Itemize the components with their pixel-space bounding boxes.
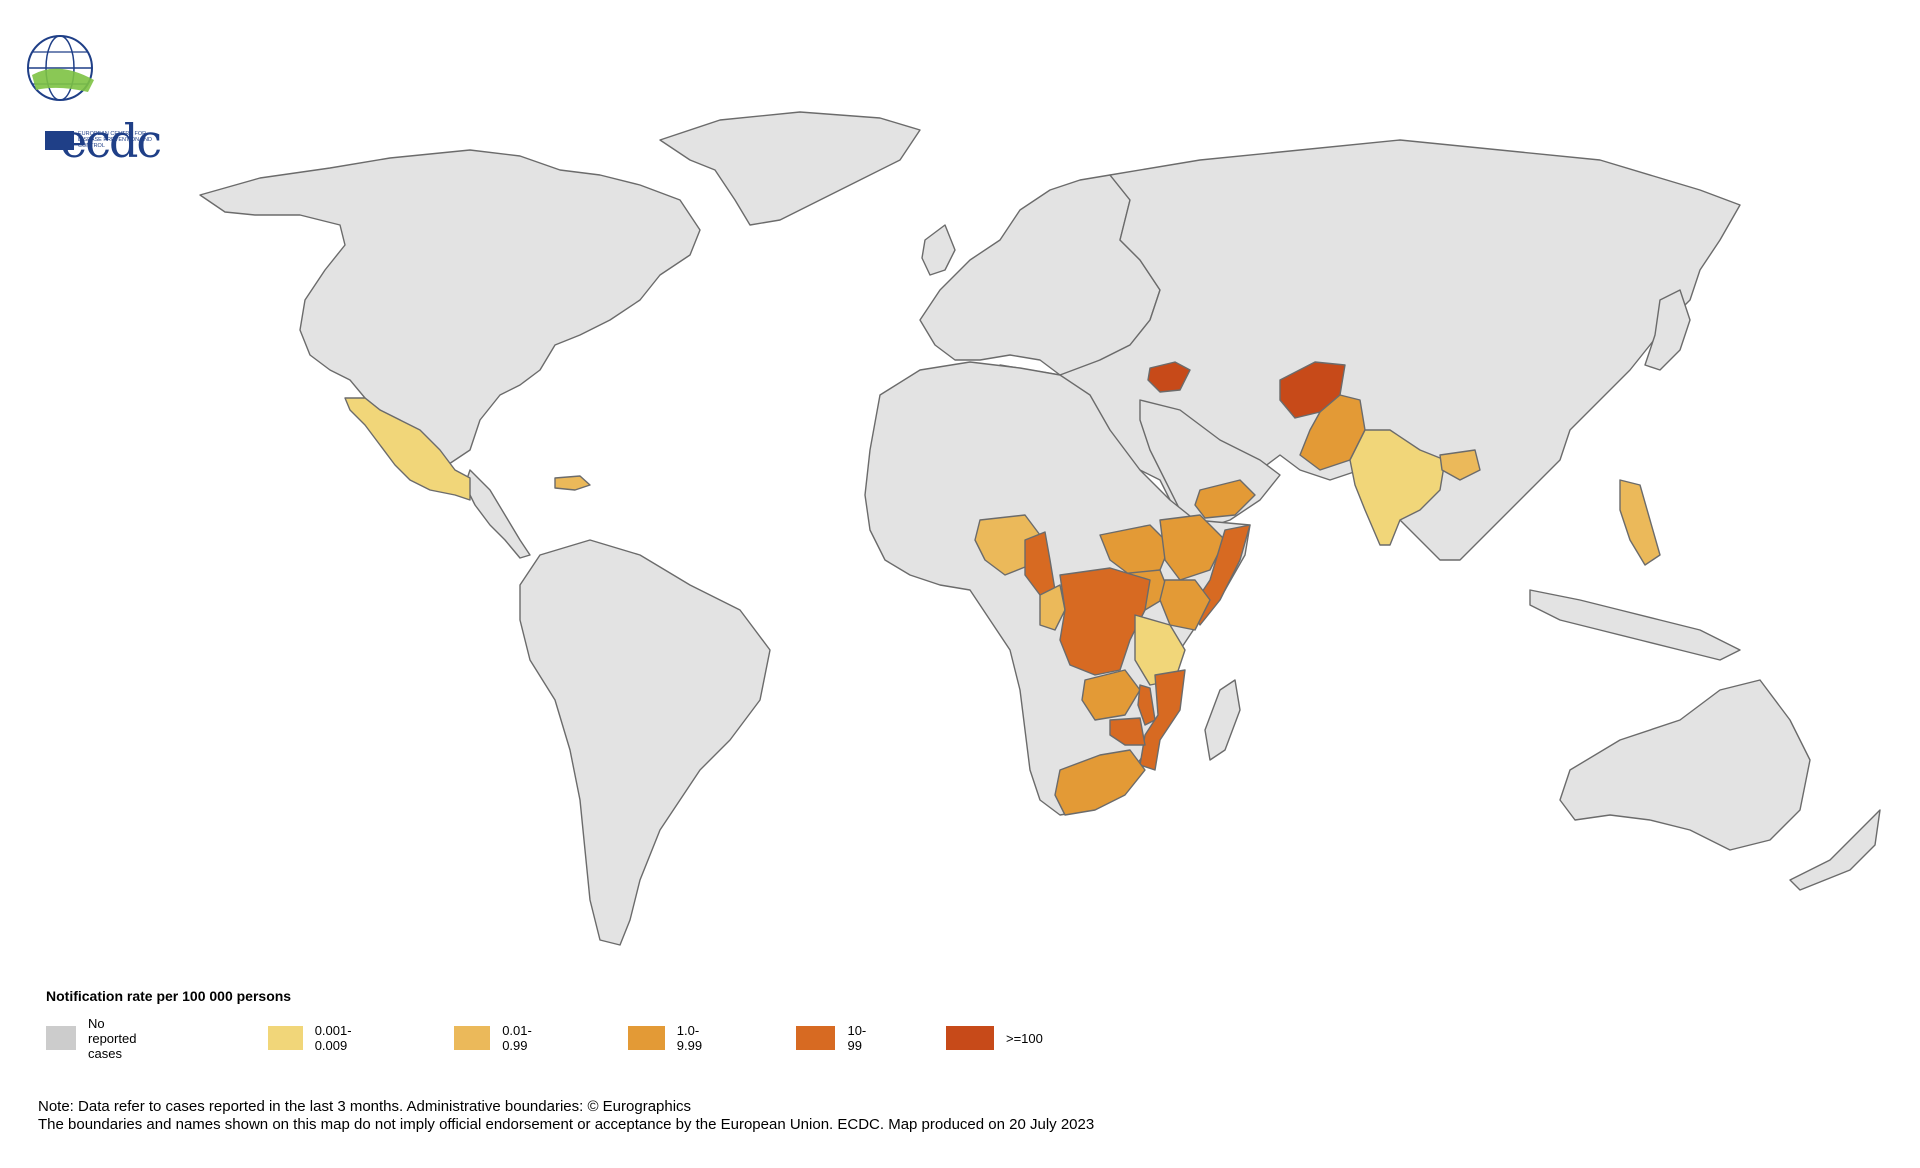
region-mozambique <box>1139 669 1186 771</box>
legend-title: Notification rate per 100 000 persons <box>46 988 292 1004</box>
uk <box>921 224 956 276</box>
legend-label: >=100 <box>1006 1030 1043 1046</box>
region-kenya <box>1159 579 1211 631</box>
indonesia <box>1529 589 1741 661</box>
legend-swatch <box>796 1026 836 1050</box>
legend-swatch <box>946 1026 994 1050</box>
legend-item-none: No reported cases <box>46 1016 154 1061</box>
legend-swatch <box>628 1026 665 1050</box>
europe <box>919 174 1161 376</box>
map-note: Note: Data refer to cases reported in th… <box>38 1098 1094 1134</box>
region-malawi <box>1137 684 1156 726</box>
legend-label: 0.001-0.009 <box>314 1023 352 1053</box>
australia <box>1559 679 1811 851</box>
region-zambia <box>1081 669 1141 721</box>
region-congo <box>1039 584 1066 631</box>
legend-swatch <box>46 1026 77 1050</box>
north-america <box>199 149 701 471</box>
eu-flag-icon <box>45 131 74 150</box>
legend-item-4: 10-99 <box>796 1023 875 1053</box>
region-yemen <box>1194 479 1256 519</box>
legend-item-1: 0.001-0.009 <box>268 1023 365 1053</box>
legend-item-5: >=100 <box>946 1026 1043 1050</box>
region-mexico <box>344 397 471 501</box>
japan <box>1644 289 1691 371</box>
note-line-2: The boundaries and names shown on this m… <box>38 1116 1095 1133</box>
legend-swatch <box>268 1026 303 1050</box>
region-zimbabwe <box>1109 717 1146 746</box>
central-america <box>464 469 531 559</box>
region-philippines <box>1619 479 1661 566</box>
legend-label: No reported cases <box>88 1015 137 1061</box>
legend-swatch <box>454 1026 491 1050</box>
ecdc-logo: ecdc <box>18 30 162 164</box>
region-india <box>1349 429 1446 546</box>
region-syria <box>1147 361 1191 393</box>
region-drc <box>1059 567 1151 676</box>
logo-org-name: EUROPEAN CENTRE FOR DISEASE PREVENTION A… <box>78 131 152 149</box>
legend-label: 10-99 <box>847 1023 867 1053</box>
region-bangladesh <box>1439 449 1481 481</box>
madagascar <box>1204 679 1241 761</box>
new-zealand <box>1789 809 1881 891</box>
note-line-1: Note: Data refer to cases reported in th… <box>38 1098 692 1115</box>
region-nigeria <box>974 514 1041 576</box>
region-ethiopia <box>1159 514 1226 581</box>
south-america <box>519 539 771 946</box>
region-south-africa <box>1054 749 1146 816</box>
legend-label: 1.0-9.99 <box>676 1023 703 1053</box>
legend-item-2: 0.01-0.99 <box>454 1023 544 1053</box>
greenland <box>659 111 921 226</box>
region-haiti <box>554 475 591 491</box>
legend-label: 0.01-0.99 <box>502 1023 532 1053</box>
logo-wordmark: ecdc <box>60 114 162 168</box>
legend-item-3: 1.0-9.99 <box>628 1023 713 1053</box>
